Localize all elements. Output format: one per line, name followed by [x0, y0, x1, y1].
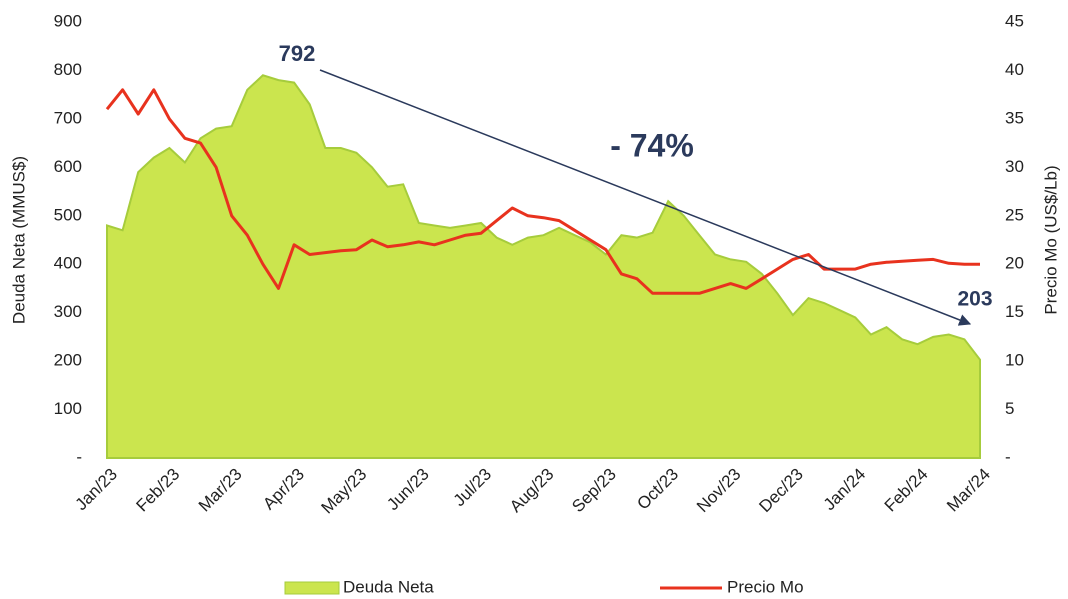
legend-label: Precio Mo	[727, 577, 804, 596]
y-tick-label: 600	[54, 157, 82, 176]
x-tick-label: Apr/23	[259, 465, 308, 514]
annotation: - 74%	[610, 127, 694, 163]
x-tick-label: Mar/24	[943, 465, 994, 516]
y2-tick-label: 35	[1005, 108, 1024, 127]
x-tick-label: Jul/23	[450, 465, 496, 511]
x-tick-label: Jan/23	[71, 465, 121, 515]
y-tick-label: 100	[54, 399, 82, 418]
x-tick-label: Feb/24	[881, 465, 932, 516]
y-tick-label: 700	[54, 108, 82, 127]
x-tick-label: May/23	[318, 465, 371, 518]
legend-label: Deuda Neta	[343, 577, 434, 596]
y2-tick-label: 5	[1005, 399, 1014, 418]
y2-tick-label: 20	[1005, 254, 1024, 273]
line	[105, 88, 980, 295]
y-tick-label: 200	[54, 351, 82, 370]
x-tick-label: Oct/23	[633, 465, 682, 514]
x-tick-label: Mar/23	[195, 465, 246, 516]
x-tick-label: Jan/24	[820, 465, 870, 515]
y2-tick-label: 25	[1005, 205, 1024, 224]
y-tick-label: 500	[54, 205, 82, 224]
annotation: 203	[957, 288, 992, 311]
y-tick-label: 400	[54, 254, 82, 273]
y-tick-label: 800	[54, 60, 82, 79]
y2-tick-label: 40	[1005, 60, 1024, 79]
plot-area	[105, 74, 981, 459]
y-axis-label: Deuda Neta (MMUS$)	[9, 156, 28, 324]
y2-axis-label: Precio Mo (US$/Lb)	[1041, 165, 1060, 314]
trend-arrow	[319, 69, 972, 326]
y-tick-label: -	[76, 447, 82, 466]
y2-tick-label: 30	[1005, 157, 1024, 176]
x-tick-label: Feb/23	[132, 465, 183, 516]
y-tick-label: 300	[54, 302, 82, 321]
x-tick-label: Dec/23	[755, 465, 807, 517]
x-tick-label: Aug/23	[506, 465, 558, 517]
y2-tick-label: 15	[1005, 302, 1024, 321]
y2-tick-label: 45	[1005, 11, 1024, 30]
x-tick-label: Jun/23	[383, 465, 433, 515]
x-tick-label: Sep/23	[568, 465, 620, 517]
area	[106, 74, 981, 459]
legend-swatch	[284, 581, 340, 595]
y2-tick-label: 10	[1005, 351, 1024, 370]
y2-tick-label: -	[1005, 447, 1011, 466]
y-tick-label: 900	[54, 11, 82, 30]
x-tick-label: Nov/23	[693, 465, 745, 517]
annotation: 792	[279, 41, 316, 66]
